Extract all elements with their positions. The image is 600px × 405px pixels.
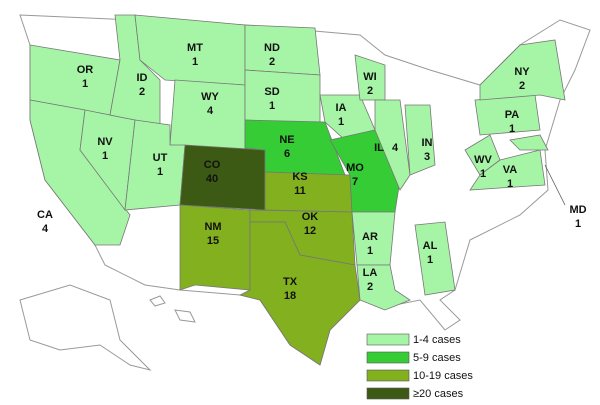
state-abbr: OR <box>77 64 94 76</box>
state-abbr: ND <box>264 42 280 54</box>
legend-swatch <box>366 351 410 364</box>
state <box>244 69 321 126</box>
state <box>374 99 411 191</box>
case-count: 7 <box>352 176 358 188</box>
state-abbr: WI <box>363 71 376 83</box>
state-abbr: CA <box>37 209 53 221</box>
state-abbr: IN <box>422 137 433 149</box>
state-abbr: UT <box>153 152 168 164</box>
state-abbr: IL <box>374 142 384 154</box>
case-count: 1 <box>82 78 88 90</box>
state <box>264 171 353 213</box>
case-count: 2 <box>367 281 373 293</box>
state <box>479 39 566 101</box>
state-abbr: WV <box>474 154 492 166</box>
case-count: 4 <box>42 223 49 235</box>
hawaii <box>174 309 196 323</box>
state-abbr: KS <box>292 171 307 183</box>
state <box>404 104 436 176</box>
case-count: 18 <box>284 290 296 302</box>
case-count: 1 <box>575 218 581 230</box>
case-count: 1 <box>509 123 515 135</box>
case-count: 1 <box>338 116 344 128</box>
state-abbr: OK <box>302 211 319 223</box>
case-count: 1 <box>157 166 163 178</box>
state-abbr: CO <box>204 159 221 171</box>
leader-line <box>544 164 566 206</box>
case-count: 4 <box>207 105 214 117</box>
case-count: 2 <box>269 56 275 68</box>
case-count: 3 <box>424 151 430 163</box>
legend-swatch <box>366 333 410 346</box>
case-count: 4 <box>392 142 399 154</box>
state-abbr: NY <box>514 66 530 78</box>
case-count: 40 <box>206 173 218 185</box>
state <box>414 221 456 296</box>
state-abbr: AL <box>423 240 438 252</box>
case-count: 1 <box>192 56 198 68</box>
state <box>179 144 266 211</box>
case-count: 1 <box>102 150 108 162</box>
case-count: 1 <box>427 254 433 266</box>
legend-swatch <box>366 369 410 382</box>
state-abbr: NV <box>97 136 113 148</box>
state-abbr: MD <box>569 204 586 216</box>
state <box>509 134 549 151</box>
case-count: 1 <box>507 178 513 190</box>
state-abbr: ID <box>137 72 148 84</box>
case-count: 2 <box>139 86 145 98</box>
state-abbr: VA <box>503 164 518 176</box>
case-count: 11 <box>294 185 306 197</box>
state-abbr: TX <box>283 276 298 288</box>
case-count: 2 <box>367 85 373 97</box>
state <box>179 204 251 291</box>
state <box>356 264 411 311</box>
alaska <box>19 284 152 371</box>
case-count: 12 <box>304 225 316 237</box>
case-count: 2 <box>519 80 525 92</box>
hawaii <box>149 295 166 307</box>
state-abbr: LA <box>363 267 378 279</box>
state <box>238 221 361 366</box>
state-abbr: NM <box>204 221 221 233</box>
legend-label: 1-4 cases <box>413 334 461 346</box>
state-abbr: MO <box>346 162 364 174</box>
state-abbr: MT <box>187 42 203 54</box>
state-abbr: WY <box>201 91 219 103</box>
case-count: 15 <box>207 235 219 247</box>
case-count: 6 <box>284 148 290 160</box>
state-abbr: NE <box>279 134 294 146</box>
state-abbr: PA <box>505 109 520 121</box>
state-abbr: AR <box>362 231 378 243</box>
state-abbr: IA <box>336 102 347 114</box>
legend-label: 5-9 cases <box>413 352 461 364</box>
legend-swatch <box>366 387 410 400</box>
legend-label: ≥20 cases <box>413 388 464 400</box>
case-count: 1 <box>269 100 275 112</box>
state <box>244 24 321 76</box>
state-abbr: SD <box>264 86 279 98</box>
legend-label: 10-19 cases <box>413 370 473 382</box>
case-count: 1 <box>367 245 373 257</box>
state <box>469 149 546 191</box>
case-count: 1 <box>480 168 486 180</box>
